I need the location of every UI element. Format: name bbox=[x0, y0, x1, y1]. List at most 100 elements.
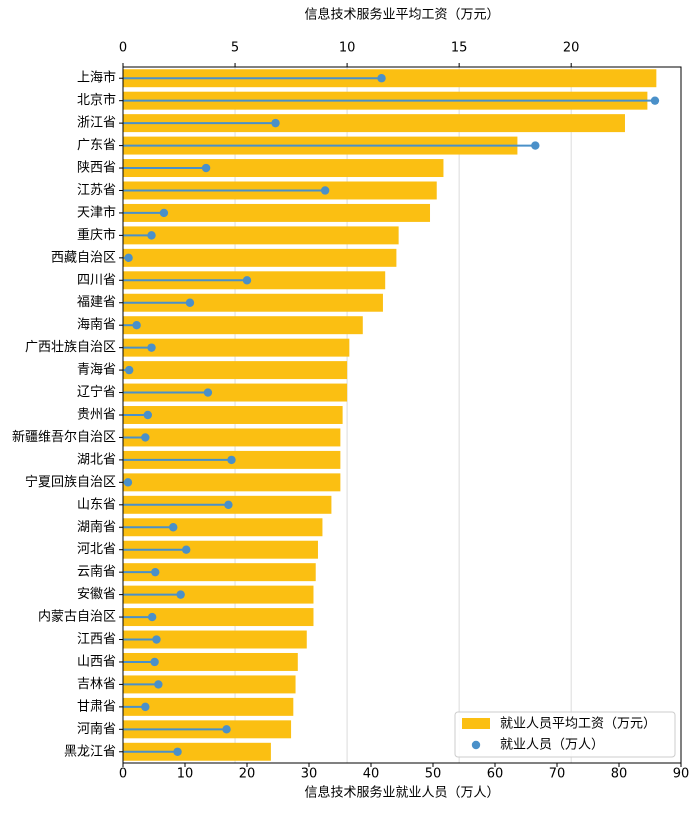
category-label: 吉林省 bbox=[77, 677, 116, 692]
top-tick-label: 15 bbox=[451, 41, 468, 56]
top-tick-label: 5 bbox=[231, 41, 239, 56]
stem-point bbox=[173, 747, 182, 756]
category-label: 天津市 bbox=[77, 204, 116, 220]
bar bbox=[123, 226, 399, 245]
bar bbox=[123, 271, 386, 290]
category-label: 安徽省 bbox=[77, 587, 116, 602]
category-label: 宁夏回族自治区 bbox=[25, 474, 116, 490]
bar bbox=[123, 361, 348, 380]
bar bbox=[123, 69, 657, 88]
stem-point bbox=[143, 410, 152, 420]
top-tick-label: 0 bbox=[119, 41, 127, 56]
category-label: 湖南省 bbox=[77, 519, 116, 535]
stem-point bbox=[203, 388, 213, 397]
bottom-tick-label: 30 bbox=[301, 767, 318, 782]
category-label: 内蒙古自治区 bbox=[38, 609, 116, 625]
bar bbox=[123, 293, 383, 312]
stem-point bbox=[169, 523, 178, 532]
category-label: 黑龙江省 bbox=[64, 744, 116, 759]
stem-series bbox=[123, 74, 660, 756]
category-label: 新疆维吾尔自治区 bbox=[12, 429, 116, 445]
category-label: 北京市 bbox=[77, 92, 116, 108]
category-label: 广西壮族自治区 bbox=[25, 339, 116, 355]
stem-point bbox=[147, 343, 156, 352]
stem-point bbox=[141, 433, 150, 442]
stem-point bbox=[132, 320, 141, 330]
bar bbox=[123, 114, 625, 133]
stem-point bbox=[320, 186, 330, 195]
bar bbox=[123, 473, 341, 492]
stem-point bbox=[124, 253, 133, 263]
category-label: 重庆市 bbox=[77, 227, 116, 243]
category-label: 广东省 bbox=[77, 138, 116, 153]
category-axis: 上海市北京市浙江省广东省陕西省江苏省天津市重庆市西藏自治区四川省福建省海南省广西… bbox=[12, 70, 123, 759]
category-label: 山东省 bbox=[77, 497, 116, 512]
stem-point bbox=[141, 702, 150, 712]
category-label: 河北省 bbox=[77, 542, 116, 557]
top-tick-label: 10 bbox=[339, 41, 356, 56]
category-label: 河南省 bbox=[77, 721, 116, 737]
category-label: 山西省 bbox=[77, 654, 116, 669]
category-label: 西藏自治区 bbox=[51, 250, 116, 265]
bottom-axis: 0 10 20 30 40 50 60 70 80 90 bbox=[119, 763, 689, 782]
stem-point bbox=[227, 455, 236, 465]
category-label: 浙江省 bbox=[77, 116, 116, 131]
bottom-tick-label: 40 bbox=[363, 767, 380, 782]
stem-point bbox=[176, 590, 185, 599]
category-label: 辽宁省 bbox=[77, 384, 116, 400]
category-label: 甘肃省 bbox=[77, 699, 116, 714]
bar bbox=[123, 248, 397, 267]
bar bbox=[123, 518, 323, 537]
category-label: 青海省 bbox=[77, 363, 116, 378]
stem-point bbox=[224, 500, 233, 510]
bottom-tick-label: 10 bbox=[177, 767, 194, 782]
legend-bar-label: 就业人员平均工资（万元） bbox=[500, 717, 656, 732]
bar bbox=[123, 563, 316, 582]
stem-point bbox=[222, 725, 231, 734]
bar bbox=[123, 338, 350, 357]
stem-point bbox=[147, 231, 156, 240]
category-label: 湖北省 bbox=[77, 452, 116, 467]
stem-point bbox=[151, 567, 160, 577]
bar bbox=[123, 608, 314, 627]
category-label: 江西省 bbox=[77, 632, 116, 647]
stem-point bbox=[125, 365, 134, 375]
bottom-tick-label: 20 bbox=[239, 767, 256, 782]
legend-dot-label: 就业人员（万人） bbox=[500, 738, 604, 753]
bottom-axis-title: 信息技术服务业就业人员（万人） bbox=[304, 785, 499, 801]
bar bbox=[123, 652, 298, 671]
stem-point bbox=[271, 118, 280, 128]
category-label: 海南省 bbox=[77, 317, 116, 333]
bar bbox=[123, 675, 296, 694]
top-axis-title: 信息技术服务业平均工资（万元） bbox=[304, 7, 499, 23]
stem-point bbox=[377, 74, 386, 83]
legend-box bbox=[454, 711, 676, 758]
bar bbox=[123, 742, 271, 761]
category-label: 云南省 bbox=[77, 564, 116, 580]
bottom-tick-label: 90 bbox=[673, 767, 690, 782]
bar-series bbox=[123, 69, 657, 761]
bar bbox=[123, 316, 363, 335]
legend: 就业人员平均工资（万元） 就业人员（万人） bbox=[454, 711, 676, 758]
category-label: 福建省 bbox=[77, 295, 116, 310]
bar bbox=[123, 630, 307, 649]
category-label: 上海市 bbox=[77, 70, 116, 86]
stem-point bbox=[242, 276, 252, 285]
stem-point bbox=[201, 163, 211, 173]
bar bbox=[123, 159, 444, 178]
top-axis: 0 5 10 15 20 bbox=[119, 41, 579, 67]
bar bbox=[123, 428, 341, 447]
bottom-tick-label: 50 bbox=[425, 767, 442, 782]
category-label: 贵州省 bbox=[77, 408, 116, 423]
stem-point bbox=[147, 612, 157, 622]
bar bbox=[123, 585, 314, 604]
stem-point bbox=[123, 478, 133, 487]
stem-point bbox=[159, 208, 169, 218]
bottom-tick-label: 0 bbox=[119, 767, 127, 782]
category-label: 四川省 bbox=[77, 273, 116, 288]
stem-point bbox=[182, 545, 191, 554]
legend-dot-swatch bbox=[471, 740, 481, 750]
bar bbox=[123, 406, 343, 424]
stem-point bbox=[152, 635, 161, 644]
bottom-tick-label: 60 bbox=[487, 767, 504, 782]
